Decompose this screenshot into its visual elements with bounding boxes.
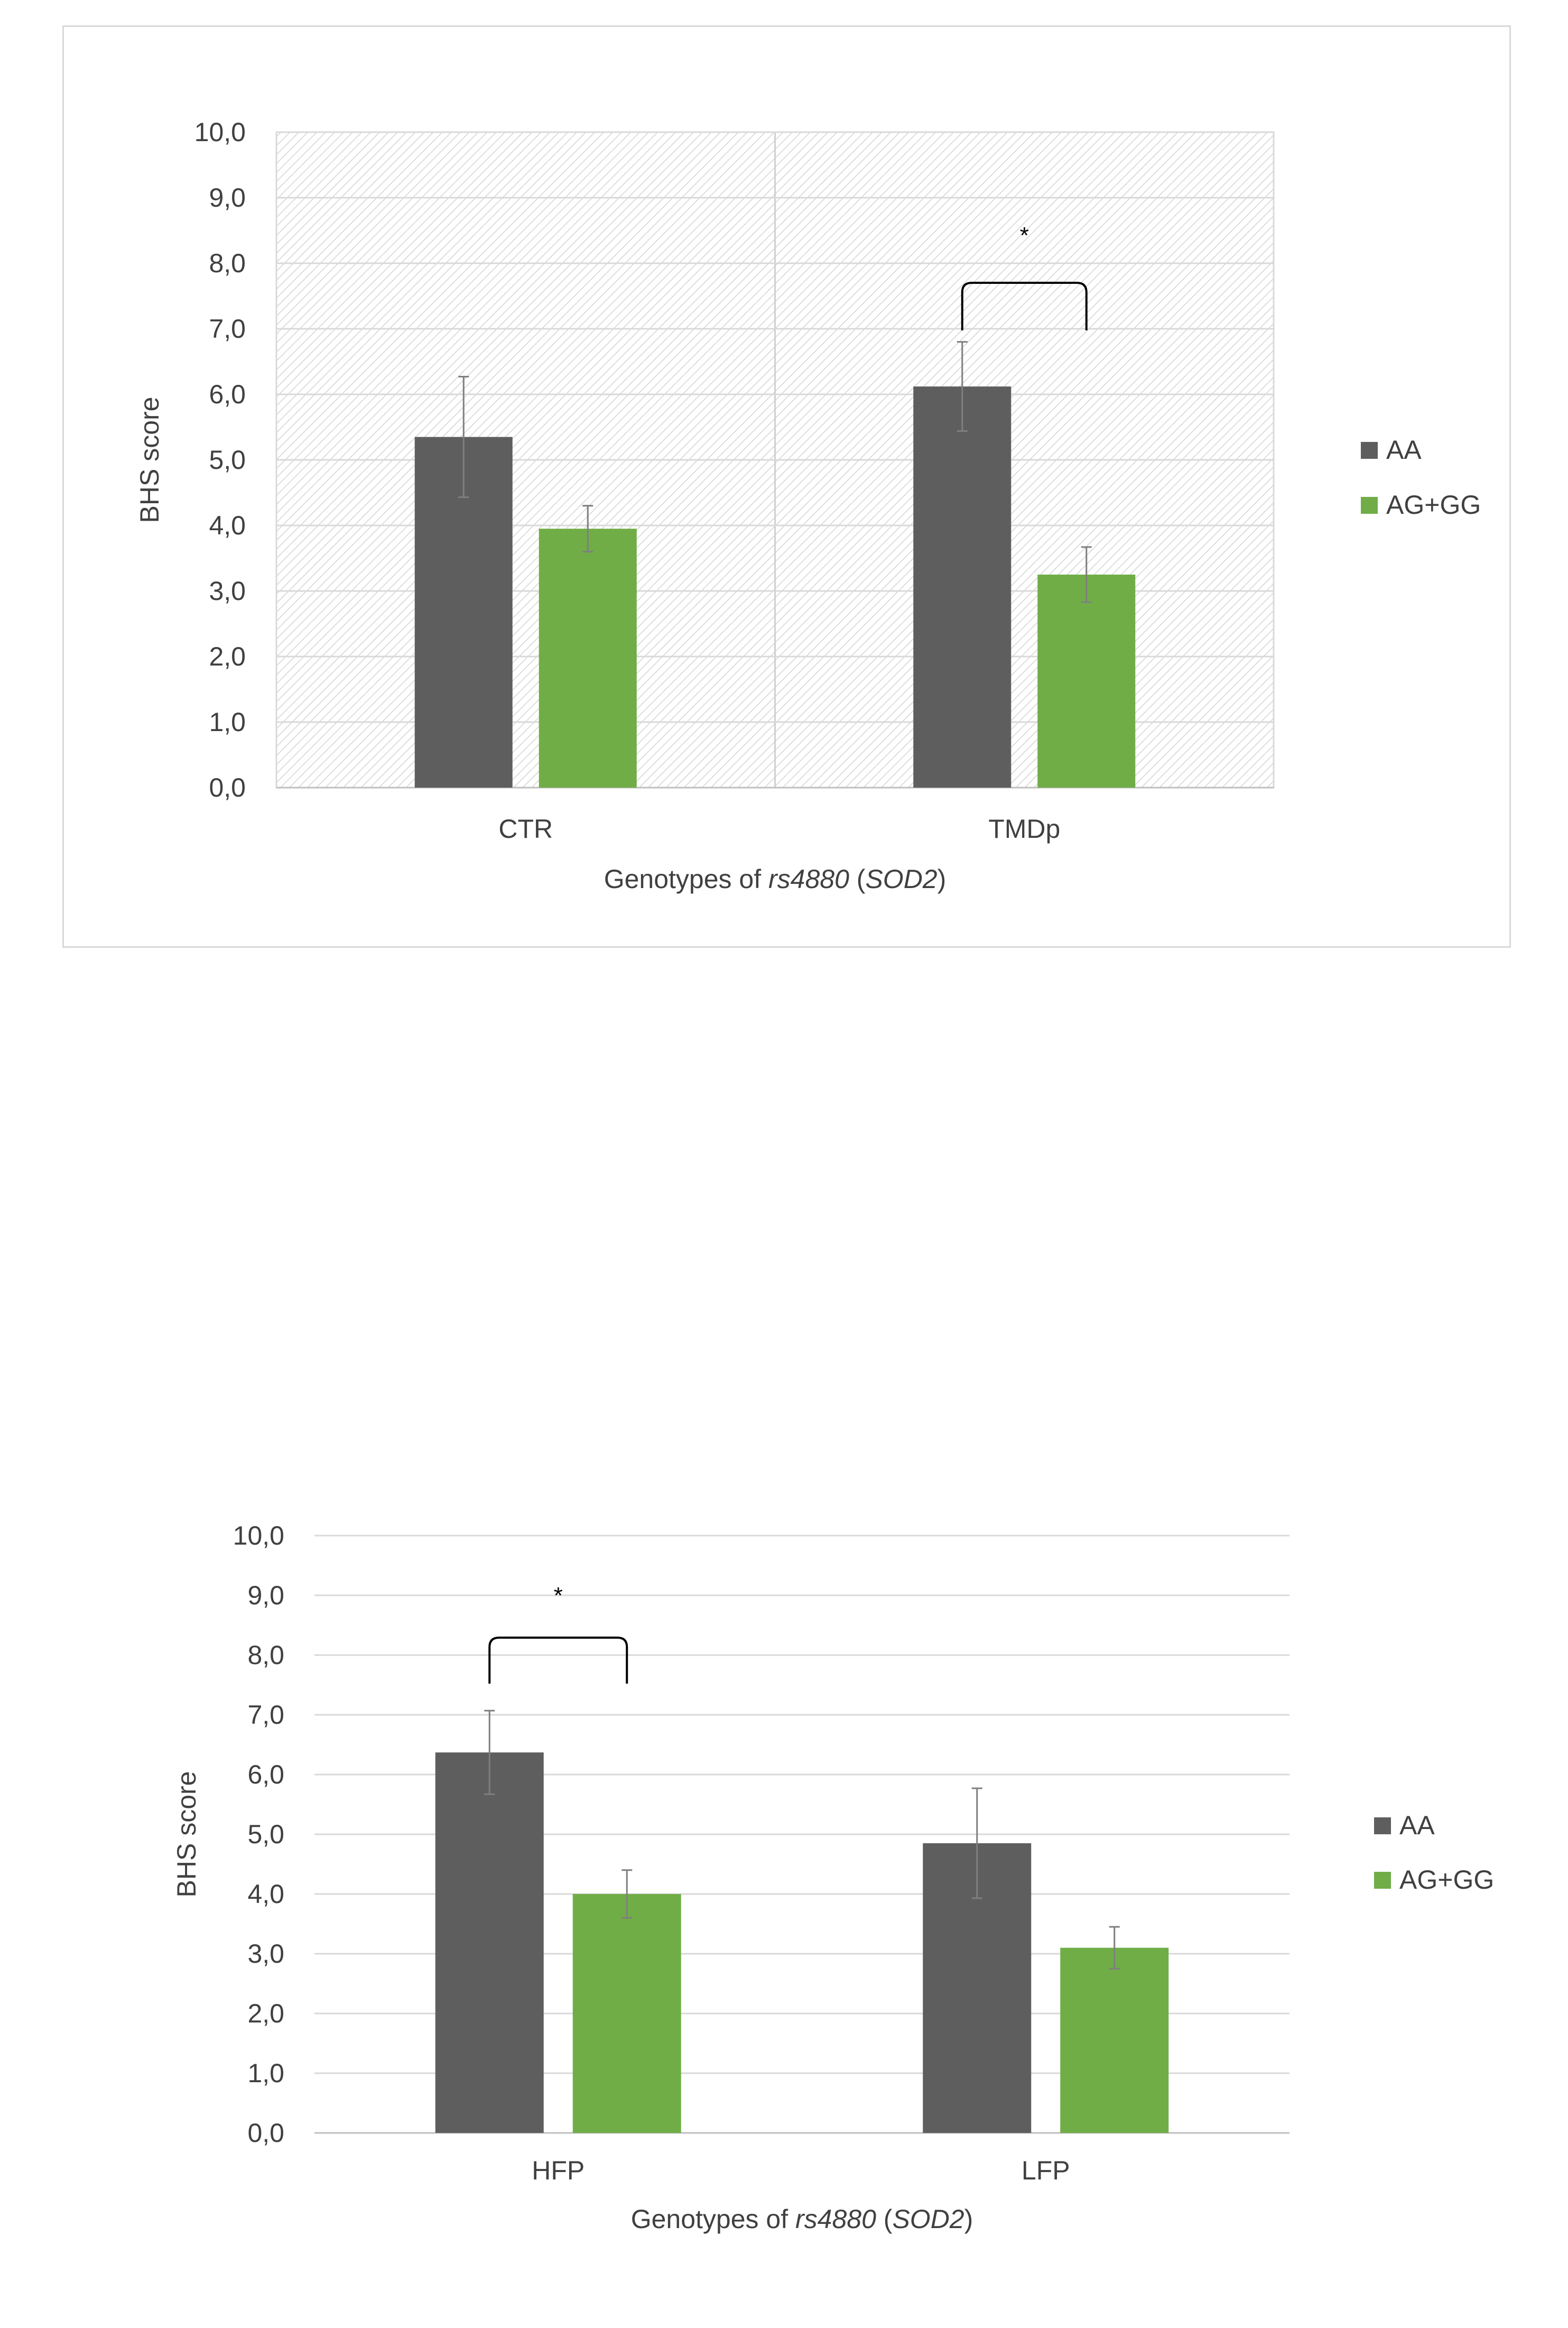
chart-2-significance-bracket bbox=[488, 1637, 628, 1684]
chart-1-x-axis-label-part: ( bbox=[849, 864, 866, 894]
chart-1-y-axis-label: BHS score bbox=[135, 397, 164, 523]
chart-1-frame bbox=[62, 25, 1511, 948]
chart-1-y-tick-label: 1,0 bbox=[209, 707, 246, 737]
chart-1-significance-label: * bbox=[1020, 223, 1029, 248]
chart-1-x-tick-label: CTR bbox=[498, 814, 553, 844]
chart-2-y-tick-label: 5,0 bbox=[247, 1819, 284, 1849]
chart-1-x-axis-label-part: SOD2 bbox=[865, 864, 937, 894]
chart-1-legend-label-ag-gg: AG+GG bbox=[1386, 490, 1481, 520]
chart-1-legend-label-aa: AA bbox=[1386, 435, 1422, 465]
chart-1: 0,0 1,0 2,0 3,0 4,0 5,0 6,0 7,0 8,0 9,0 10,0 * CTR TM… bbox=[135, 117, 1481, 894]
chart-1-y-tick-label: 10,0 bbox=[194, 117, 246, 147]
chart-2-x-axis-label-part: Genotypes of bbox=[631, 2204, 795, 2234]
chart-2-x-axis-label: Genotypes of rs4880 (SOD2) bbox=[631, 2204, 973, 2234]
chart-1-x-tick-label: TMDp bbox=[988, 814, 1060, 844]
chart-2-x-axis-label-part: ( bbox=[876, 2204, 893, 2234]
chart-1-y-tick-label: 8,0 bbox=[209, 248, 246, 278]
chart-2-bar-aa-hfp bbox=[435, 1752, 544, 2133]
chart-2-y-tick-label: 6,0 bbox=[247, 1760, 284, 1789]
chart-2-y-tick-label: 10,0 bbox=[233, 1521, 284, 1550]
chart-2-bar-ag-gg-lfp bbox=[1060, 1947, 1169, 2133]
chart-1-y-tick-label: 7,0 bbox=[209, 314, 246, 344]
chart-2-y-axis-label: BHS score bbox=[172, 1771, 201, 1898]
chart-2-y-tick-label: 9,0 bbox=[247, 1581, 284, 1610]
chart-2-y-tick-label: 7,0 bbox=[247, 1700, 284, 1730]
chart-2-x-tick-label: HFP bbox=[532, 2156, 584, 2185]
chart-2-significance-label: * bbox=[554, 1583, 563, 1609]
chart-1-y-tick-label: 9,0 bbox=[209, 183, 246, 213]
chart-2-legend-swatch-ag-gg bbox=[1374, 1872, 1391, 1889]
chart-2-bar-ag-gg-hfp bbox=[572, 1894, 681, 2133]
chart-1-y-tick-label: 3,0 bbox=[209, 576, 246, 606]
chart-1-y-tick-label: 4,0 bbox=[209, 511, 246, 540]
chart-2-y-tick-label: 3,0 bbox=[247, 1939, 284, 1969]
chart-2-y-tick-label: 8,0 bbox=[247, 1640, 284, 1670]
chart-2-x-axis-label-part: ) bbox=[964, 2204, 973, 2234]
chart-1-legend-swatch-aa bbox=[1361, 442, 1378, 459]
chart-1-y-tick-label: 0,0 bbox=[209, 773, 246, 802]
chart-1-x-axis-label: Genotypes of rs4880 (SOD2) bbox=[604, 864, 947, 894]
chart-2-legend-label-ag-gg: AG+GG bbox=[1399, 1865, 1494, 1895]
chart-2-x-tick-label: LFP bbox=[1022, 2156, 1070, 2185]
chart-1-x-axis-label-part: rs4880 bbox=[768, 864, 849, 894]
chart-1-significance-bracket bbox=[961, 282, 1088, 330]
chart-2-y-tick-label: 1,0 bbox=[247, 2058, 284, 2088]
chart-2-legend-label-aa: AA bbox=[1399, 1810, 1435, 1840]
chart-2-y-tick-label: 0,0 bbox=[247, 2118, 284, 2148]
chart-1-bar-ag-gg-ctr bbox=[539, 529, 637, 788]
chart-2-x-axis-label-part: SOD2 bbox=[892, 2204, 964, 2234]
chart-1-bar-ag-gg-tmdp bbox=[1037, 575, 1136, 788]
chart-1-legend-swatch-ag-gg bbox=[1361, 497, 1378, 514]
chart-1-y-tick-label: 5,0 bbox=[209, 445, 246, 475]
chart-2-y-tick-label: 2,0 bbox=[247, 1999, 284, 2028]
chart-1-x-axis-label-part: Genotypes of bbox=[604, 864, 768, 894]
chart-1-y-tick-label: 2,0 bbox=[209, 642, 246, 671]
chart-1-y-tick-label: 6,0 bbox=[209, 380, 246, 409]
chart-2-x-axis-label-part: rs4880 bbox=[795, 2204, 876, 2234]
chart-2-legend-swatch-aa bbox=[1374, 1817, 1391, 1834]
chart-1-bar-aa-tmdp bbox=[913, 386, 1012, 788]
chart-2-y-tick-label: 4,0 bbox=[247, 1879, 284, 1909]
chart-2: 0,0 1,0 2,0 3,0 4,0 5,0 6,0 7,0 8,0 9,0 10,0 * HFP LF… bbox=[172, 1521, 1494, 2234]
chart-1-x-axis-label-part: ) bbox=[938, 864, 947, 894]
